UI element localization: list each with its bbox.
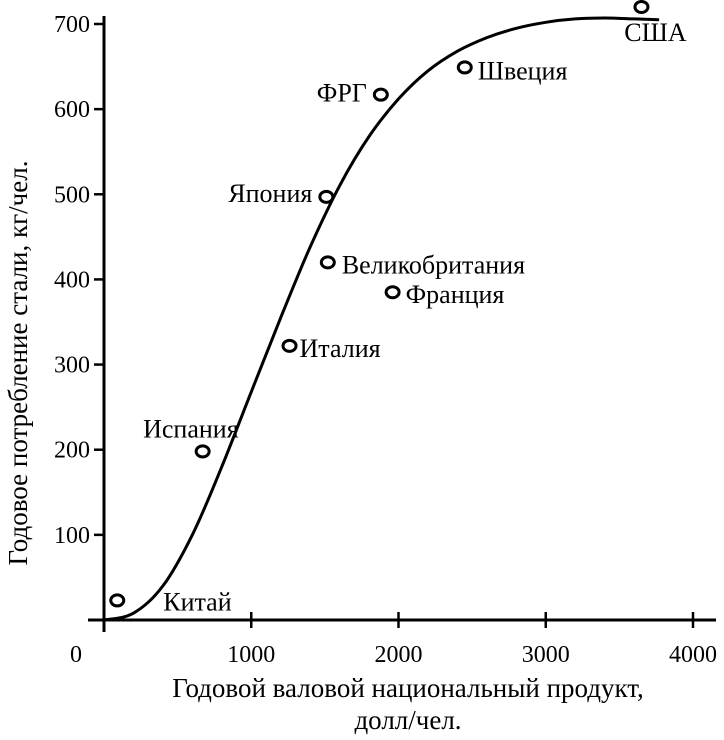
data-point-marker [384, 285, 401, 300]
data-point-label: Япония [228, 179, 312, 208]
x-tick-label: 3000 [522, 642, 570, 668]
y-tick-label: 500 [54, 182, 90, 208]
y-ticks: 100 200 300 400 500 600 700 [54, 12, 104, 549]
data-point-label: ФРГ [317, 79, 367, 108]
x-tick-label: 2000 [375, 642, 423, 668]
trend-curve [103, 16, 660, 622]
x-ticks: 0 1000 2000 3000 4000 [70, 612, 717, 668]
data-point-label: Великобритания [342, 250, 525, 279]
x-tick-label: 1000 [227, 642, 275, 668]
data-point-marker [372, 87, 389, 102]
x-tick-label: 0 [70, 642, 82, 668]
axes [88, 16, 716, 632]
x-axis-label-line2: долл/чел. [354, 705, 461, 735]
x-axis-label-line1: Годовой валовой национальный продукт, [172, 673, 644, 703]
data-point-marker [633, 0, 650, 14]
data-point-marker [281, 338, 298, 353]
y-tick-label: 300 [54, 353, 90, 379]
data-point-marker [319, 255, 336, 270]
y-tick-label: 700 [54, 12, 90, 38]
data-point-label: Франция [406, 280, 505, 309]
y-axis-label: Годовое потребление стали, кг/чел. [3, 161, 33, 566]
y-tick-label: 200 [54, 438, 90, 464]
data-point-marker [318, 189, 335, 204]
y-tick-label: 400 [54, 267, 90, 293]
data-point-marker [194, 444, 211, 459]
data-point-label: США [624, 18, 687, 47]
y-tick-label: 600 [54, 97, 90, 123]
data-point-label: Италия [300, 334, 381, 363]
x-tick-label: 4000 [669, 642, 717, 668]
data-point-marker [456, 60, 473, 75]
data-point-marker [109, 593, 126, 608]
y-tick-label: 100 [54, 523, 90, 549]
data-point-label: Китай [163, 587, 231, 616]
data-point-label: Швеция [478, 56, 568, 85]
data-point-label: Испания [143, 414, 239, 443]
